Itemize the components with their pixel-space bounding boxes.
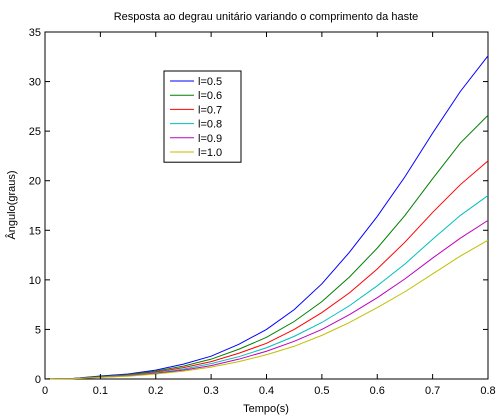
y-tick-label: 25 [29,126,41,138]
y-tick-label: 35 [29,27,41,39]
legend-box [163,70,242,163]
x-tick-label: 0.7 [425,385,440,397]
y-tick-label: 0 [35,374,41,386]
series-line-6 [44,239,489,380]
legend-label: l=0.7 [198,104,222,116]
legend-label: l=1.0 [198,147,222,159]
y-tick-label: 10 [29,275,41,287]
y-tick-label: 20 [29,176,41,188]
legend-label: l=0.8 [198,119,222,131]
chart-title: Resposta ao degrau unitário variando o c… [114,11,419,23]
x-tick-label: 0.2 [148,385,163,397]
x-tick-label: 0.5 [314,385,329,397]
x-tick-label: 0.1 [93,385,108,397]
y-tick-label: 5 [35,324,41,336]
x-tick-label: 0.3 [203,385,218,397]
series-group [44,55,489,380]
y-axis-title: Ângulo(graus) [5,170,18,239]
legend-label: l=0.6 [198,90,222,102]
plot-area [44,31,489,380]
x-tick-label: 0.4 [259,385,274,397]
legend-label: l=0.9 [198,133,222,145]
x-axis-title: Tempo(s) [243,403,289,415]
legend-label: l=0.5 [198,76,222,88]
y-tick-label: 30 [29,77,41,89]
x-tick-label: 0.6 [370,385,385,397]
x-tick-label: 0 [42,385,48,397]
legend: l=0.5 l=0.6 l=0.7 l=0.8 l=0.9 l=1.0 [163,70,242,163]
y-tick-label: 15 [29,225,41,237]
axis-ticks: 0 0.1 0.2 0.3 0.4 0.5 0.6 0.7 0.8 0 5 10 15 20 25 30 35 [29,27,496,397]
x-tick-label: 0.8 [480,385,495,397]
